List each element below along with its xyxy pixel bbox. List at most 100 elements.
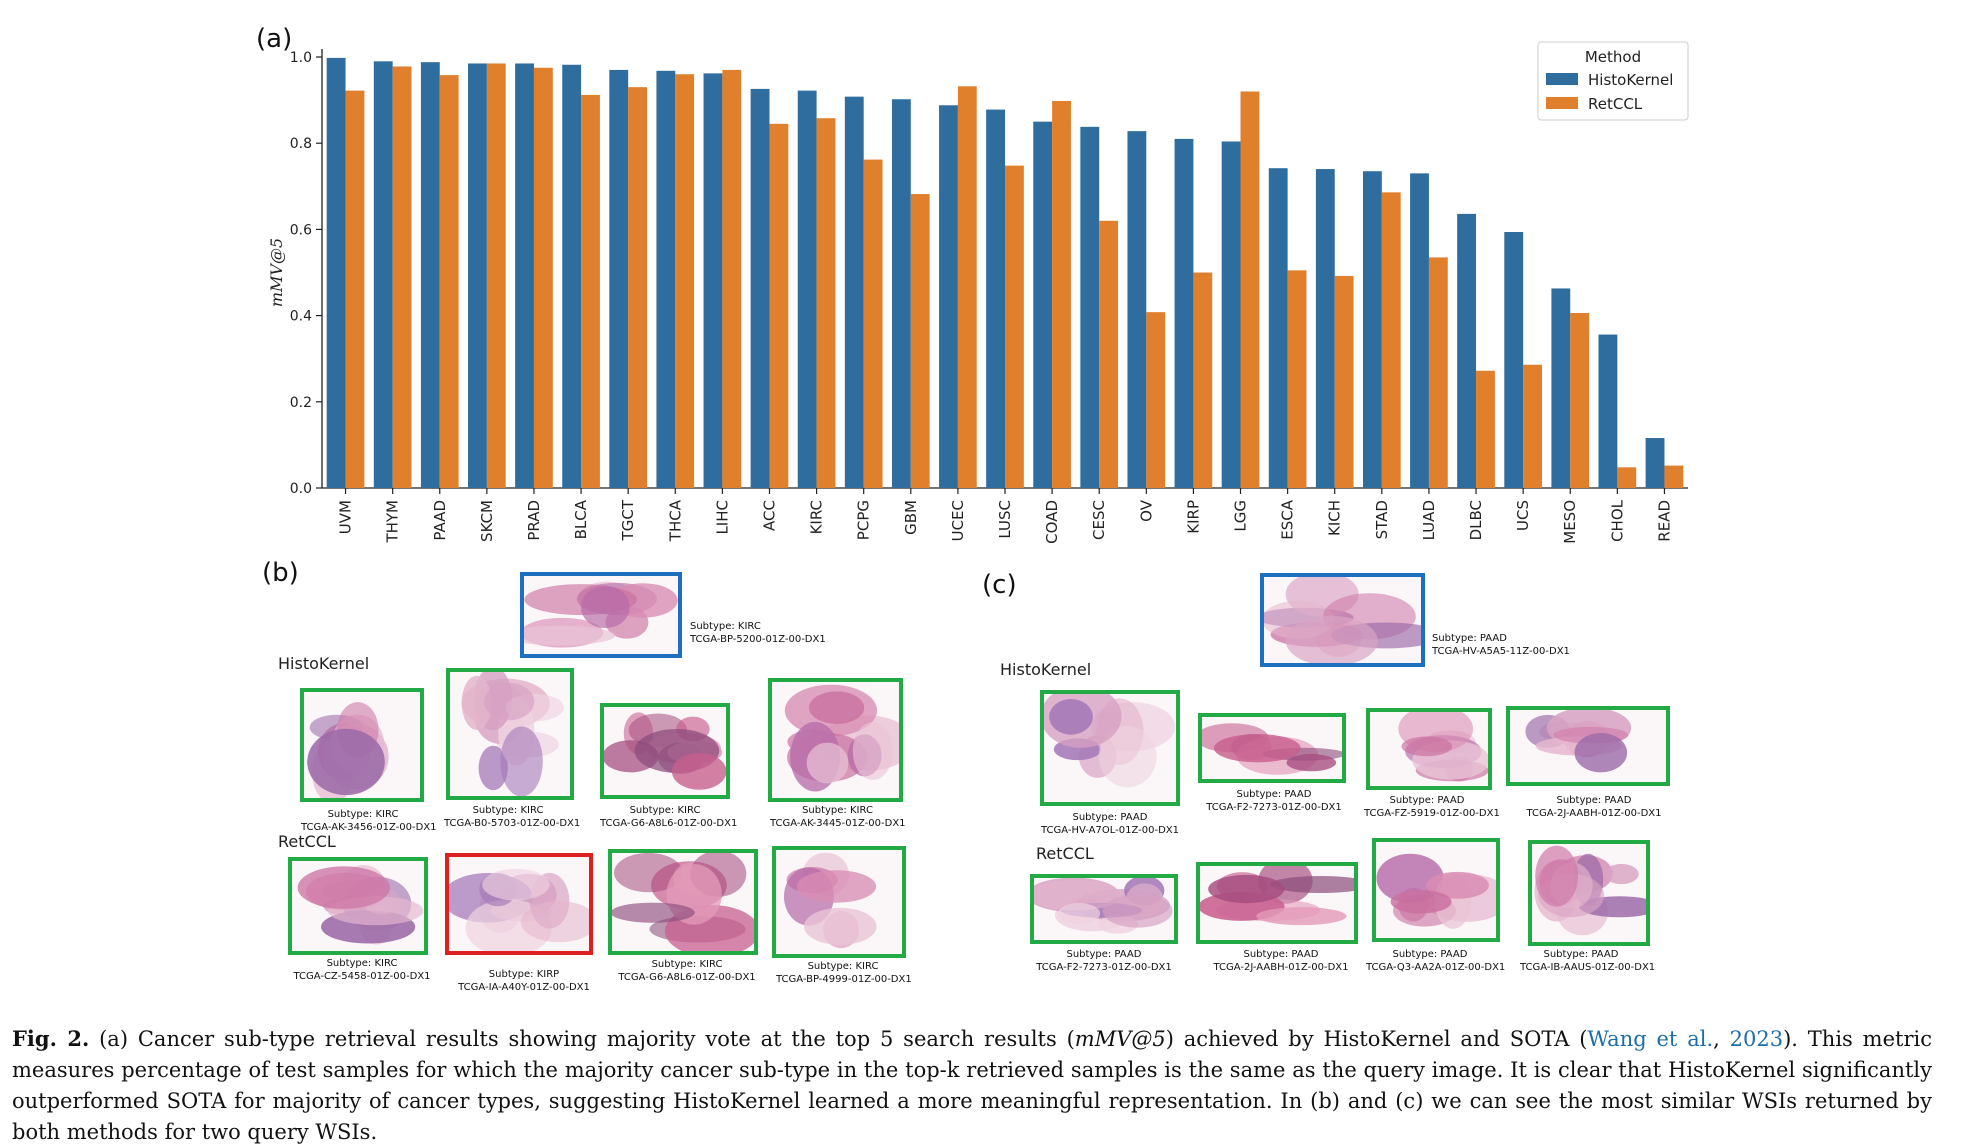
bar-retccl-prad: [533, 67, 553, 489]
panel-b-histokernel-1-caption: Subtype: KIRC TCGA-AK-3456-01Z-00-DX1: [301, 808, 437, 834]
panel-c-retccl-1-subtype: Subtype: PAAD: [1066, 949, 1142, 960]
bar-retccl-meso: [1570, 313, 1590, 488]
panel-b-histokernel-4-subtype: Subtype: KIRC: [802, 805, 873, 816]
bar-retccl-thym: [392, 66, 412, 489]
bar-retccl-luad: [1428, 257, 1448, 488]
panel-c-retccl-4-tissue-image: [1532, 844, 1646, 942]
panel-b-histokernel-3-subtype: Subtype: KIRC: [629, 805, 701, 816]
y-tick-label: 0.0: [290, 481, 312, 497]
bar-retccl-acc: [769, 123, 789, 489]
bar-retccl-esca: [1287, 270, 1307, 488]
panel-b-retccl-3-subtype: Subtype: KIRC: [651, 959, 723, 970]
bar-histokernel-tgct: [609, 69, 629, 489]
panel-b-retccl-3-thumbnail: [608, 849, 758, 955]
panel-c-retccl-1-slide-id: TCGA-F2-7273-01Z-00-DX1: [1036, 962, 1172, 973]
x-tick-label-lihc: LIHC: [713, 500, 731, 535]
bar-retccl-lihc: [722, 69, 742, 489]
bar-histokernel-kirc: [797, 90, 817, 489]
caption-ref-authors[interactable]: Wang et al.: [1587, 1027, 1714, 1051]
x-tick-label-tgct: TGCT: [619, 499, 637, 541]
panel-b-histokernel-1-tissue-image: [304, 692, 420, 798]
panel-c-query-caption: Subtype: PAAD TCGA-HV-A5A5-11Z-00-DX1: [1432, 632, 1570, 658]
panel-b-retccl-1-tissue-image: [292, 861, 424, 951]
figure-caption: Fig. 2. (a) Cancer sub-type retrieval re…: [12, 1023, 1932, 1148]
x-tick-label-kirp: KIRP: [1184, 500, 1202, 534]
panel-b-histokernel-label: HistoKernel: [278, 654, 370, 673]
panel-c-retccl-2-caption: Subtype: PAAD TCGA-2J-AABH-01Z-00-DX1: [1200, 948, 1362, 974]
bar-histokernel-meso: [1551, 288, 1571, 488]
y-tick-label: 0.8: [290, 136, 312, 152]
legend-swatch-retccl: [1546, 97, 1578, 109]
bar-histokernel-prad: [515, 63, 534, 489]
panel-b-histokernel-2-caption: Subtype: KIRC TCGA-B0-5703-01Z-00-DX1: [444, 804, 580, 830]
panel-c-histokernel-label: HistoKernel: [1000, 660, 1092, 679]
panel-b-label: (b): [262, 558, 299, 588]
bar-histokernel-kich: [1315, 169, 1335, 488]
panel-c-retccl-2-subtype: Subtype: PAAD: [1243, 949, 1319, 960]
panel-b-query-tissue-image: [524, 576, 678, 654]
panel-c-retccl-1-tissue-image: [1034, 878, 1174, 940]
panel-c-histokernel-3-caption: Subtype: PAAD TCGA-FZ-5919-01Z-00-DX1: [1364, 794, 1500, 820]
bar-retccl-skcm: [486, 63, 506, 489]
bar-histokernel-ucs: [1504, 231, 1524, 488]
bar-histokernel-chol: [1598, 334, 1618, 488]
panel-c-histokernel-2-slide-id: TCGA-F2-7273-01Z-00-DX1: [1206, 802, 1342, 813]
panel-c-query-tissue-image: [1264, 577, 1421, 663]
bar-histokernel-ov: [1127, 131, 1147, 488]
panel-c-histokernel-2-thumbnail: [1198, 713, 1346, 783]
panel-c-retccl-3-caption: Subtype: PAAD TCGA-Q3-AA2A-01Z-00-DX1: [1366, 948, 1505, 974]
panel-c-histokernel-1-slide-id: TCGA-HV-A7OL-01Z-00-DX1: [1041, 825, 1179, 836]
bar-histokernel-lgg: [1221, 141, 1241, 488]
bar-retccl-cesc: [1099, 220, 1119, 488]
x-tick-label-ucs: UCS: [1514, 500, 1532, 531]
panel-b-retccl-1-thumbnail: [288, 857, 428, 955]
caption-ref-year[interactable]: 2023: [1729, 1027, 1784, 1051]
panel-b-retccl-1-subtype: Subtype: KIRC: [326, 958, 398, 969]
bar-histokernel-luad: [1410, 173, 1429, 488]
panel-c-retccl-3-thumbnail: [1372, 838, 1500, 942]
panel-c-retccl-4-subtype: Subtype: PAAD: [1543, 949, 1619, 960]
panel-b-retccl-1-caption: Subtype: KIRC TCGA-CZ-5458-01Z-00-DX1: [292, 957, 432, 983]
bar-retccl-gbm: [910, 194, 930, 489]
bar-histokernel-stad: [1362, 171, 1382, 488]
caption-fig-label: Fig. 2.: [12, 1026, 90, 1051]
panel-a-label: (a): [256, 24, 293, 54]
bar-retccl-thca: [675, 74, 695, 489]
bar-retccl-kich: [1334, 275, 1354, 488]
x-tick-label-chol: CHOL: [1608, 499, 1626, 542]
panel-c-histokernel-1-thumbnail: [1040, 690, 1180, 806]
legend-label-retccl: RetCCL: [1588, 95, 1643, 113]
x-tick-label-pcpg: PCPG: [855, 500, 873, 540]
panel-c-retccl-4-thumbnail: [1528, 840, 1650, 946]
panel-c-histokernel-4-subtype: Subtype: PAAD: [1556, 795, 1632, 806]
panel-b-query-caption: Subtype: KIRC TCGA-BP-5200-01Z-00-DX1: [690, 620, 826, 646]
bar-retccl-pcpg: [863, 159, 883, 488]
x-tick-label-kich: KICH: [1326, 500, 1344, 536]
bar-retccl-paad: [439, 75, 459, 489]
x-tick-label-lusc: LUSC: [996, 500, 1014, 539]
x-tick-label-ucec: UCEC: [949, 500, 967, 541]
bar-retccl-lusc: [1005, 165, 1024, 488]
panel-c-histokernel-1-subtype: Subtype: PAAD: [1072, 812, 1148, 823]
panel-c-histokernel-3-subtype: Subtype: PAAD: [1389, 795, 1465, 806]
panel-c-histokernel-2-caption: Subtype: PAAD TCGA-F2-7273-01Z-00-DX1: [1200, 788, 1348, 814]
legend-label-histokernel: HistoKernel: [1588, 71, 1673, 89]
caption-metric: mMV@5: [1074, 1027, 1166, 1051]
x-tick-label-thca: THCA: [666, 499, 684, 542]
panel-b-histokernel-3-tissue-image: [604, 707, 726, 795]
panel-b-histokernel-2-tissue-image: [450, 672, 570, 796]
panel-c-histokernel-3-thumbnail: [1366, 708, 1492, 790]
x-tick-label-lgg: LGG: [1232, 500, 1250, 532]
panel-c-histokernel-2-subtype: Subtype: PAAD: [1236, 789, 1312, 800]
x-tick-label-acc: ACC: [760, 500, 778, 531]
bar-histokernel-esca: [1268, 168, 1288, 488]
panel-c-histokernel-4-slide-id: TCGA-2J-AABH-01Z-00-DX1: [1526, 808, 1662, 819]
panel-b-retccl-2-caption: Subtype: KIRP TCGA-IA-A40Y-01Z-00-DX1: [450, 968, 598, 994]
bar-histokernel-paad: [420, 62, 440, 489]
panel-c-histokernel-4-caption: Subtype: PAAD TCGA-2J-AABH-01Z-00-DX1: [1512, 794, 1676, 820]
panel-b-query-subtype: Subtype: KIRC: [690, 621, 761, 632]
panel-b-histokernel-1-slide-id: TCGA-AK-3456-01Z-00-DX1: [301, 822, 437, 833]
x-tick-label-luad: LUAD: [1420, 500, 1438, 540]
panel-b-retccl-3-caption: Subtype: KIRC TCGA-G6-A8L6-01Z-00-DX1: [612, 958, 762, 984]
